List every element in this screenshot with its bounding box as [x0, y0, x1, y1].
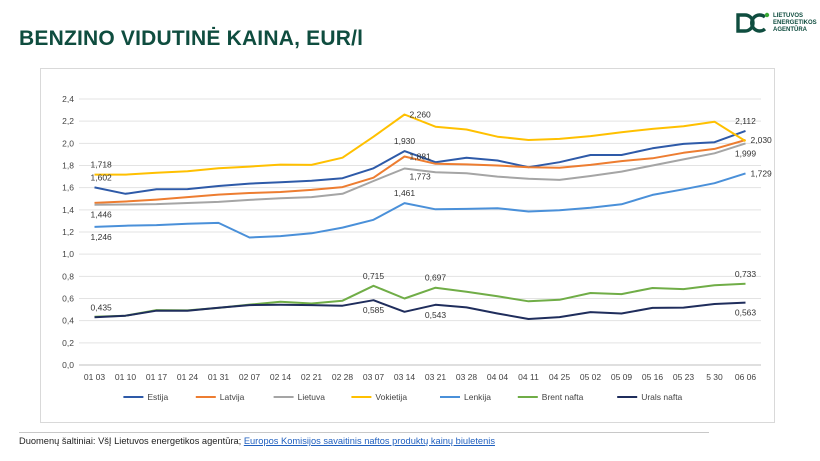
x-tick-label: 04 25 [549, 372, 571, 382]
x-tick-label: 03 28 [456, 372, 478, 382]
y-tick-label: 2,4 [62, 94, 74, 104]
y-tick-label: 1,8 [62, 161, 74, 171]
y-tick-label: 1,0 [62, 249, 74, 259]
series-line-lietuva [94, 142, 746, 206]
x-tick-label: 05 02 [580, 372, 602, 382]
x-tick-label: 01 31 [208, 372, 230, 382]
footer-divider [19, 432, 709, 433]
x-tick-label: 5 30 [706, 372, 723, 382]
data-label: 0,543 [425, 310, 447, 320]
price-line-chart: 0,0 0,2 0,4 0,6 0,8 1,0 1,2 1,4 1,6 1,8 2,0 2,2 2,4 0… [62, 94, 773, 402]
x-tick-label: 04 04 [487, 372, 509, 382]
series-line-latvija [94, 139, 746, 204]
data-label: 1,246 [91, 232, 113, 242]
legend-label: Lietuva [298, 392, 326, 402]
series-line-vokietija [94, 113, 747, 176]
x-tick-label: 01 10 [115, 372, 137, 382]
y-tick-label: 0,8 [62, 271, 74, 281]
data-label: 1,773 [410, 171, 432, 181]
source-link[interactable]: Europos Komisijos savaitinis naftos prod… [243, 436, 495, 446]
series-line-urals-nafta [94, 299, 746, 320]
data-label: 2,260 [410, 110, 432, 120]
data-label: 0,435 [91, 302, 113, 312]
y-tick-label: 1,6 [62, 183, 74, 193]
y-tick-label: 0,6 [62, 294, 74, 304]
x-tick-label: 03 14 [394, 372, 416, 382]
x-tick-label: 02 28 [332, 372, 354, 382]
legend-label: Urals nafta [641, 392, 682, 402]
x-tick-label: 02 07 [239, 372, 261, 382]
agency-logo: LIETUVOS ENERGETIKOS AGENTŪRA [736, 10, 817, 40]
x-tick-label: 04 11 [518, 372, 539, 382]
data-label: 1,729 [751, 168, 773, 178]
series-line-brent-nafta [94, 282, 746, 318]
legend-label: Latvija [220, 392, 245, 402]
y-tick-label: 2,0 [62, 138, 74, 148]
y-tick-label: 1,2 [62, 227, 74, 237]
data-label: 2,030 [751, 135, 773, 145]
data-label: 1,461 [394, 188, 416, 198]
legend-label: Vokietija [375, 392, 407, 402]
x-tick-label: 06 06 [735, 372, 757, 382]
series-line-estija [94, 129, 746, 195]
y-tick-label: 0,2 [62, 338, 74, 348]
data-label: 0,585 [363, 305, 385, 315]
data-label: 1,930 [394, 136, 416, 146]
data-label: 0,733 [735, 269, 757, 279]
y-tick-label: 0,0 [62, 360, 74, 370]
data-label: 1,999 [735, 148, 757, 158]
data-label: 2,112 [735, 116, 756, 126]
x-tick-label: 03 21 [425, 372, 447, 382]
x-tick-label: 02 21 [301, 372, 323, 382]
source-note: Duomenų šaltiniai: VšĮ Lietuvos energeti… [19, 436, 495, 446]
data-label: 1,446 [91, 210, 113, 220]
x-tick-label: 01 17 [146, 372, 168, 382]
y-tick-label: 2,2 [62, 116, 74, 126]
data-label: 1,602 [91, 172, 113, 182]
y-tick-label: 1,4 [62, 205, 74, 215]
x-tick-label: 03 07 [363, 372, 385, 382]
x-tick-label: 05 16 [642, 372, 664, 382]
data-label: 0,715 [363, 271, 385, 281]
price-chart-area: 0,0 0,2 0,4 0,6 0,8 1,0 1,2 1,4 1,6 1,8 2,0 2,2 2,4 0… [40, 68, 775, 423]
logo-mark-icon [736, 12, 770, 33]
series-line-lenkija [94, 172, 746, 239]
x-tick-label: 05 23 [673, 372, 695, 382]
x-tick-label: 01 03 [84, 372, 106, 382]
legend-label: Estija [147, 392, 168, 402]
source-label: Duomenų šaltiniai: VšĮ Lietuvos energeti… [19, 436, 244, 446]
x-tick-label: 02 14 [270, 372, 292, 382]
data-label: 1,881 [410, 152, 432, 162]
legend-label: Lenkija [464, 392, 491, 402]
data-label: 0,563 [735, 308, 757, 318]
page-title: BENZINO VIDUTINĖ KAINA, EUR/l [19, 27, 364, 50]
x-tick-label: 05 09 [611, 372, 633, 382]
legend-label: Brent nafta [542, 392, 584, 402]
y-tick-label: 0,4 [62, 316, 74, 326]
data-label: 1,718 [91, 160, 113, 170]
logo-wordmark: LIETUVOS ENERGETIKOS AGENTŪRA [773, 13, 817, 33]
data-label: 0,697 [425, 273, 447, 283]
x-tick-label: 01 24 [177, 372, 199, 382]
